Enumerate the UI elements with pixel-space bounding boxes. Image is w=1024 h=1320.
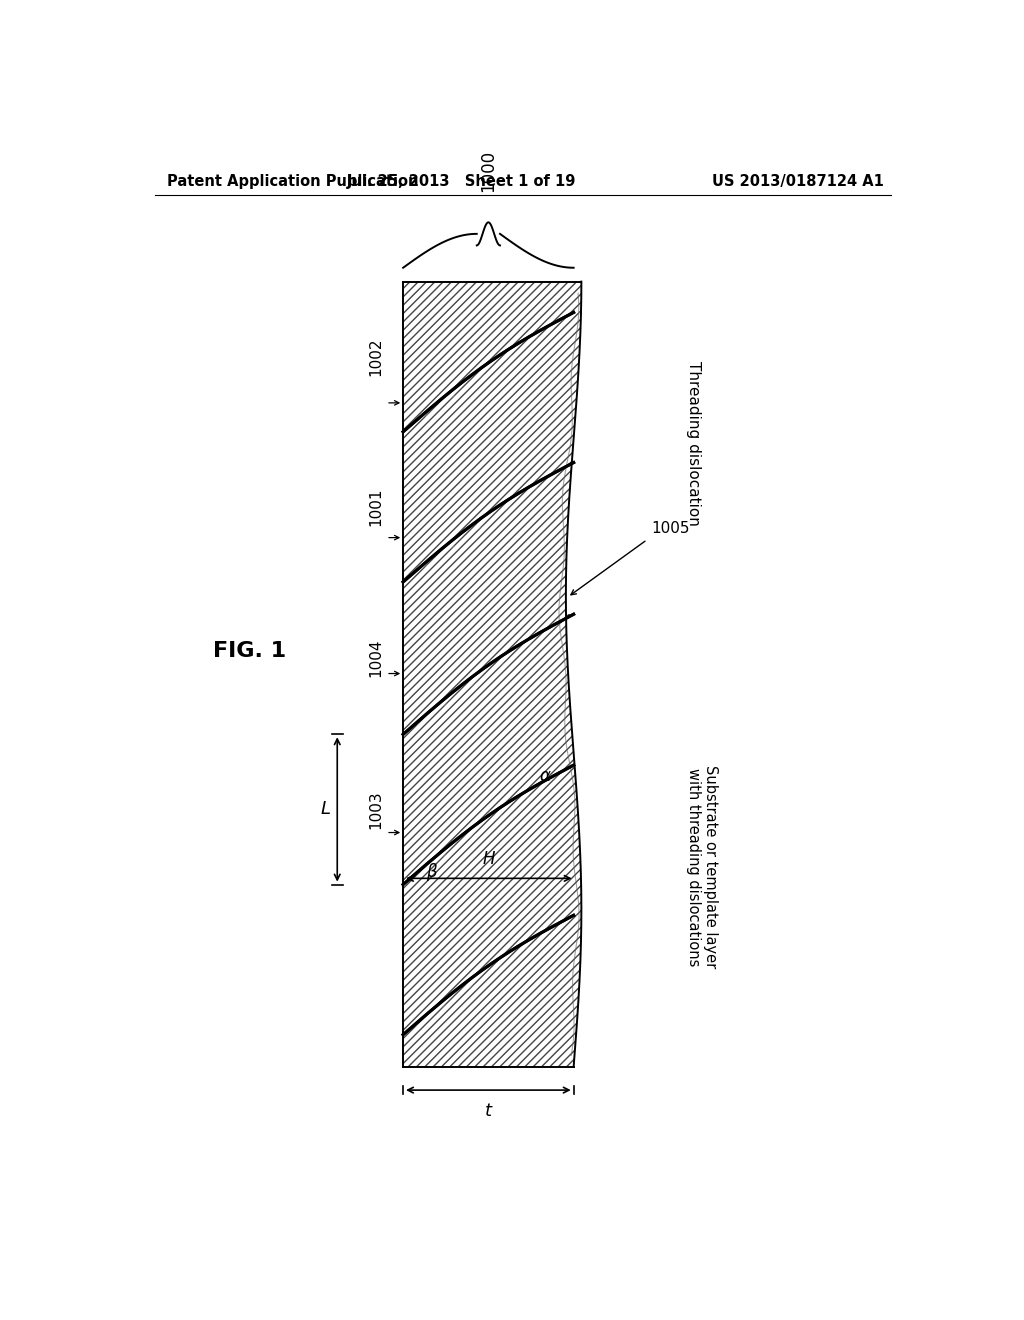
Text: Patent Application Publication: Patent Application Publication (167, 174, 418, 189)
Text: Jul. 25, 2013   Sheet 1 of 19: Jul. 25, 2013 Sheet 1 of 19 (346, 174, 575, 189)
Text: 1000: 1000 (479, 149, 498, 191)
Polygon shape (403, 766, 582, 1035)
Text: H: H (482, 850, 495, 869)
Text: US 2013/0187124 A1: US 2013/0187124 A1 (712, 174, 884, 189)
Polygon shape (403, 614, 574, 884)
Text: 1004: 1004 (369, 639, 384, 677)
Text: FIG. 1: FIG. 1 (213, 642, 287, 661)
Polygon shape (403, 313, 581, 582)
Text: β: β (426, 863, 437, 880)
Polygon shape (403, 281, 582, 432)
Polygon shape (403, 915, 582, 1067)
Text: Substrate or template layer
with threading dislocations: Substrate or template layer with threadi… (686, 766, 719, 969)
Text: Threading dislocation: Threading dislocation (686, 360, 701, 525)
Polygon shape (403, 462, 573, 734)
Text: L: L (321, 800, 331, 818)
Text: 1003: 1003 (369, 791, 384, 829)
Text: 1005: 1005 (651, 520, 689, 536)
Text: 1001: 1001 (369, 487, 384, 527)
Text: α: α (540, 767, 551, 785)
Text: 1002: 1002 (369, 338, 384, 376)
Text: t: t (485, 1102, 492, 1119)
